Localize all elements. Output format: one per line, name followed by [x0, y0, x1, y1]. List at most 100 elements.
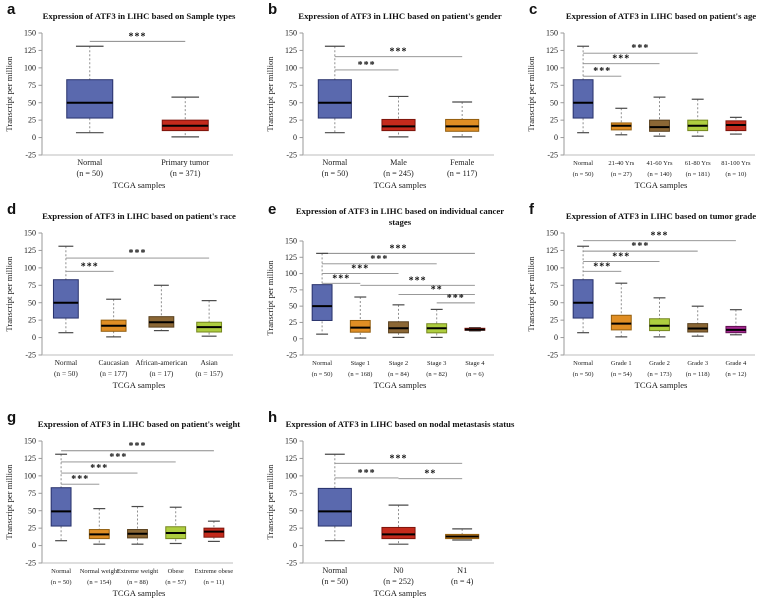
y-tick-label: 25	[550, 116, 558, 125]
y-tick-label: 125	[24, 454, 36, 463]
group-label: Male	[390, 158, 407, 167]
group-label: Stage 3	[427, 360, 446, 367]
y-tick-label: 0	[32, 333, 36, 342]
chart-title: Expression of ATF3 in LIHC based on Samp…	[43, 11, 236, 21]
group-label: African-american	[135, 358, 187, 367]
group-label: 81-100 Yrs	[721, 160, 751, 167]
chart-f: f Expression of ATF3 in LIHC based on tum…	[526, 201, 756, 390]
chart-c: c Expression of ATF3 in LIHC based on pat…	[526, 1, 756, 190]
chart-g: g Expression of ATF3 in LIHC based on pat…	[4, 409, 241, 598]
y-tick-label: -25	[25, 351, 36, 360]
box-male	[381, 118, 416, 132]
x-axis-title: TCGA samples	[113, 180, 166, 190]
panel-h: h Expression of ATF3 in LIHC based on nod…	[261, 400, 522, 599]
y-tick-label: 25	[289, 116, 297, 125]
sig-label: ***	[358, 468, 376, 479]
box-normal	[317, 79, 352, 119]
y-tick-label: 50	[550, 298, 558, 307]
chart-title: stages	[389, 217, 412, 227]
group-label: Grade 3	[687, 360, 708, 367]
y-tick-label: -25	[286, 559, 297, 568]
sig-label: ***	[332, 273, 350, 284]
y-axis-title: Transcript per million	[526, 56, 536, 132]
group-n: (n = 50)	[322, 577, 349, 586]
y-tick-label: -25	[547, 151, 558, 160]
y-tick-label: 125	[546, 246, 558, 255]
y-tick-label: 0	[554, 333, 558, 342]
sig-label: ***	[631, 241, 649, 252]
group-n: (n = 50)	[54, 369, 78, 378]
y-tick-label: -25	[547, 351, 558, 360]
group-label: Normal	[322, 158, 348, 167]
y-axis-title: Transcript per million	[4, 464, 14, 540]
y-tick-label: 75	[550, 81, 558, 90]
group-n: (n = 50)	[51, 579, 72, 586]
y-axis-title: Transcript per million	[4, 256, 14, 332]
chart-title: Expression of ATF3 in LIHC based on pati…	[298, 11, 502, 21]
group-label: Caucasian	[98, 358, 129, 367]
chart-title: Expression of ATF3 in LIHC based on indi…	[296, 206, 504, 216]
y-tick-label: 150	[24, 29, 36, 38]
y-tick-label: 100	[285, 471, 297, 480]
box-female	[445, 118, 480, 132]
panel-letter: f	[529, 201, 535, 218]
panel-c: c Expression of ATF3 in LIHC based on pat…	[522, 0, 783, 200]
group-label: Normal	[573, 360, 593, 367]
group-label: 61-80 Yrs	[685, 160, 711, 167]
group-label: Extreme weight	[117, 568, 159, 575]
y-tick-label: 150	[285, 437, 297, 446]
y-tick-label: 25	[28, 524, 36, 533]
y-tick-label: 100	[546, 63, 558, 72]
chart-title: Expression of ATF3 in LIHC based on pati…	[38, 419, 241, 429]
sig-label: ***	[129, 441, 147, 452]
sig-label: ***	[390, 243, 408, 254]
panel-letter: e	[268, 201, 276, 218]
chart-b: b Expression of ATF3 in LIHC based on pat…	[265, 1, 502, 190]
panel-letter: d	[7, 201, 16, 218]
y-tick-label: 125	[285, 454, 297, 463]
group-n: (n = 154)	[87, 579, 111, 586]
group-n: (n = 27)	[611, 171, 632, 178]
group-label: N1	[457, 566, 467, 575]
x-axis-title: TCGA samples	[635, 180, 688, 190]
panel-a: a Expression of ATF3 in LIHC based on Sam…	[0, 0, 261, 200]
y-tick-label: 125	[24, 246, 36, 255]
box-41-60-yrs	[649, 119, 670, 132]
x-axis-title: TCGA samples	[374, 380, 427, 390]
y-tick-label: 75	[289, 285, 297, 294]
sig-label: ***	[593, 261, 611, 272]
y-tick-label: 25	[289, 318, 297, 327]
sig-label: **	[431, 284, 443, 295]
y-tick-label: 50	[289, 302, 297, 311]
panel-letter: a	[7, 1, 16, 18]
panel-g: g Expression of ATF3 in LIHC based on pat…	[0, 400, 261, 599]
sig-label: ***	[390, 453, 408, 464]
group-label: Female	[450, 158, 474, 167]
group-n: (n = 50)	[312, 371, 333, 378]
y-tick-label: 75	[289, 81, 297, 90]
sig-label: ***	[612, 54, 630, 65]
y-tick-label: 0	[293, 541, 297, 550]
x-axis-title: TCGA samples	[374, 588, 427, 598]
y-tick-label: -25	[25, 559, 36, 568]
group-n: (n = 50)	[322, 169, 349, 178]
group-label: Normal	[55, 358, 78, 367]
y-tick-label: 75	[550, 281, 558, 290]
y-axis-title: Transcript per million	[265, 464, 275, 540]
y-tick-label: 50	[28, 506, 36, 515]
y-tick-label: 0	[32, 133, 36, 142]
y-tick-label: 0	[554, 133, 558, 142]
group-label: N0	[393, 566, 403, 575]
sig-label: ***	[81, 261, 99, 272]
y-tick-label: 100	[285, 269, 297, 278]
panel-letter: h	[268, 409, 277, 426]
group-n: (n = 17)	[149, 369, 173, 378]
group-label: Asian	[201, 358, 219, 367]
y-tick-label: 125	[546, 46, 558, 55]
x-axis-title: TCGA samples	[113, 380, 166, 390]
group-label: Grade 1	[611, 360, 632, 367]
box-normal	[50, 487, 72, 527]
group-n: (n = 12)	[725, 371, 746, 378]
group-n: (n = 50)	[573, 371, 594, 378]
y-tick-label: 100	[546, 263, 558, 272]
